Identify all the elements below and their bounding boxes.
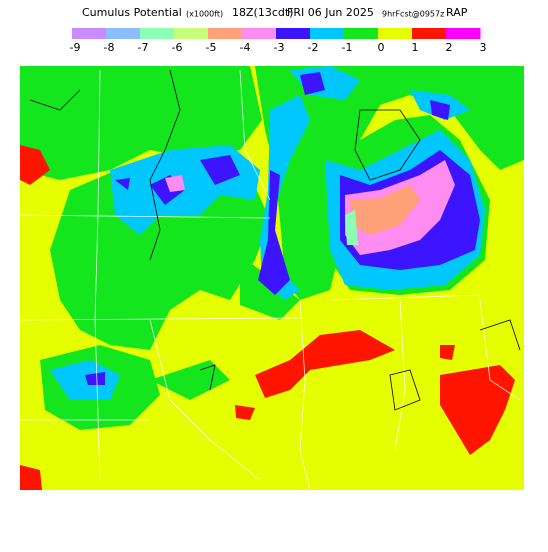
legend-swatch <box>378 28 413 39</box>
legend-label: -6 <box>172 41 183 54</box>
map <box>19 66 524 491</box>
date: FRI 06 Jun 2025 <box>287 6 374 19</box>
legend-swatch <box>446 28 481 39</box>
legend-swatch <box>72 28 107 39</box>
legend-label: -5 <box>206 41 217 54</box>
units: (x1000ft) <box>186 10 223 19</box>
color-legend: -9 -8 -7 -6 -5 -4 -3 -2 -1 0 1 2 3 <box>70 28 487 54</box>
legend-label: -8 <box>104 41 115 54</box>
time: 18Z(13cdt) <box>232 6 293 19</box>
legend-label: -3 <box>274 41 285 54</box>
legend-label: 1 <box>412 41 419 54</box>
legend-label: -7 <box>138 41 149 54</box>
header: Cumulus Potential (x1000ft) 18Z(13cdt) F… <box>82 6 468 19</box>
legend-swatch <box>140 28 175 39</box>
legend-swatch <box>242 28 277 39</box>
legend-swatch <box>106 28 141 39</box>
legend-swatch <box>276 28 311 39</box>
forecast: 9hrFcst@0957z <box>382 10 444 19</box>
legend-label: -9 <box>70 41 81 54</box>
high-regions <box>165 160 455 255</box>
legend-label: -2 <box>308 41 319 54</box>
model: RAP <box>446 6 468 19</box>
title: Cumulus Potential <box>82 6 182 19</box>
legend-swatch <box>208 28 243 39</box>
legend-swatch <box>412 28 447 39</box>
legend-label: 0 <box>378 41 385 54</box>
legend-label: 2 <box>446 41 453 54</box>
legend-label: 3 <box>480 41 487 54</box>
red-regions <box>20 145 515 490</box>
legend-swatch <box>174 28 209 39</box>
legend-label: -1 <box>342 41 353 54</box>
contours <box>29 69 521 411</box>
legend-label: -4 <box>240 41 251 54</box>
legend-swatch <box>344 28 379 39</box>
legend-swatch <box>310 28 345 39</box>
state-boundaries <box>19 69 521 491</box>
